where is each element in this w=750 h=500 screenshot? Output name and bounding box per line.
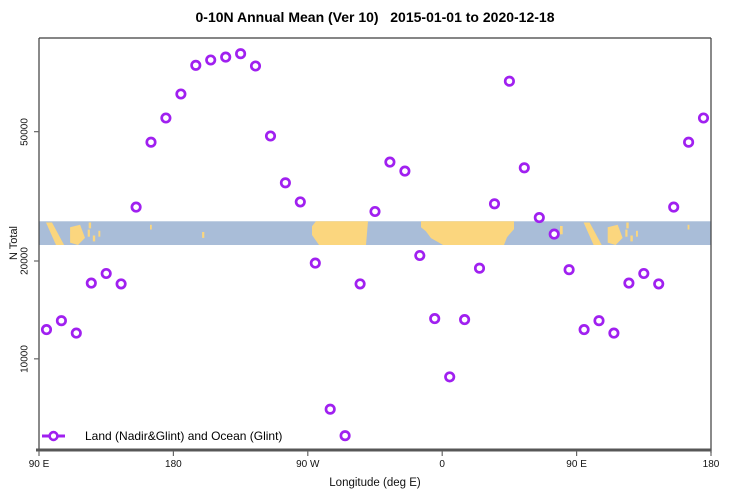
land-shape — [421, 221, 514, 245]
data-point-marker — [115, 278, 127, 290]
data-point-marker — [683, 136, 695, 148]
y-tick-label: 50000 — [19, 117, 31, 146]
y-axis-label: N Total — [8, 225, 20, 261]
data-point-marker — [668, 201, 680, 213]
x-axis-label: Longitude (deg E) — [329, 477, 421, 489]
land-shape — [70, 224, 85, 245]
data-point-marker — [608, 327, 620, 339]
legend-label: Land (Nadir&Glint) and Ocean (Glint) — [85, 429, 283, 443]
x-tick-label: 90 W — [296, 459, 320, 470]
data-point-marker — [444, 371, 456, 383]
x-tick-label: 90 E — [28, 459, 50, 470]
land-shape — [202, 232, 205, 238]
land-shape — [87, 229, 90, 237]
land-shape — [626, 222, 629, 229]
data-point-marker — [130, 201, 142, 213]
data-point-marker — [339, 430, 351, 442]
y-tick-label: 20000 — [19, 247, 31, 275]
data-point-marker — [279, 177, 291, 189]
chart-title: 0-10N Annual Mean (Ver 10) 2015-01-01 to… — [195, 9, 555, 25]
data-point-marker — [294, 196, 306, 208]
data-point-marker — [414, 249, 426, 262]
x-tick-label: 180 — [165, 459, 182, 470]
land-shape — [687, 224, 690, 230]
data-point-marker — [503, 75, 515, 87]
data-point-marker — [190, 59, 202, 71]
data-point-marker — [578, 324, 590, 336]
x-tick-label: 180 — [702, 459, 720, 470]
legend: Land (Nadir&Glint) and Ocean (Glint) — [41, 428, 282, 444]
data-point-marker — [40, 324, 53, 336]
data-point-marker — [205, 54, 217, 66]
data-point-marker — [697, 112, 710, 124]
map-band-land-group — [46, 221, 742, 245]
data-point-marker — [145, 136, 157, 148]
data-point-marker — [70, 327, 82, 339]
data-point-marker — [384, 156, 396, 168]
data-point-marker — [235, 48, 247, 60]
land-shape — [740, 232, 742, 238]
data-point-marker — [653, 278, 665, 290]
data-point-marker — [563, 264, 575, 276]
x-tick-label: 0 — [439, 459, 445, 470]
data-point-marker — [369, 205, 381, 218]
data-point-marker — [160, 112, 172, 124]
land-shape — [607, 224, 623, 245]
data-point-marker — [220, 51, 232, 63]
land-shape — [92, 235, 96, 242]
land-shape — [46, 222, 65, 245]
data-point-marker — [533, 212, 545, 224]
data-point-marker — [175, 88, 187, 100]
x-tick-label: 90 E — [566, 459, 587, 470]
data-point-marker — [85, 277, 97, 289]
data-point-marker — [429, 313, 441, 325]
data-point-marker — [623, 277, 635, 289]
land-shape — [98, 230, 101, 237]
land-shape — [625, 229, 628, 237]
data-point-marker — [638, 267, 650, 280]
land-shape — [312, 221, 368, 245]
data-point-marker — [55, 315, 67, 327]
land-shape — [150, 224, 152, 230]
data-point-marker — [548, 228, 560, 240]
map-band-ocean — [39, 221, 711, 246]
y-tick-label: 10000 — [19, 344, 31, 373]
data-point-marker — [399, 165, 411, 177]
data-point-marker — [518, 162, 530, 174]
land-shape — [636, 230, 638, 237]
data-point-marker — [264, 130, 277, 142]
land-shape — [630, 235, 633, 242]
data-point-marker — [354, 278, 366, 290]
data-point-marker — [593, 315, 605, 327]
legend-marker-icon — [42, 430, 65, 442]
land-shape — [88, 222, 92, 229]
data-point-marker — [473, 262, 486, 274]
data-point-marker — [100, 267, 112, 280]
data-point-marker — [459, 314, 471, 326]
data-point-marker — [488, 198, 501, 210]
land-shape — [583, 222, 602, 245]
land-shape — [560, 226, 563, 235]
data-point-marker — [324, 403, 336, 415]
data-point-marker — [309, 257, 321, 269]
data-point-marker — [249, 60, 262, 72]
